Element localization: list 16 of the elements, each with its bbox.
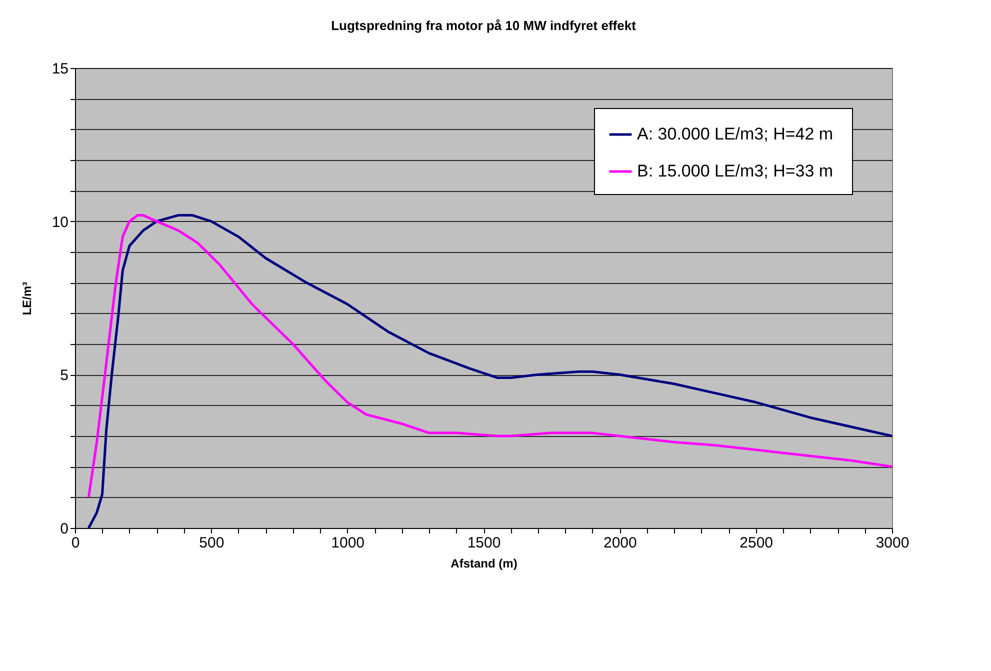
- y-tick-label: 10: [52, 214, 68, 231]
- y-tick-label: 15: [52, 60, 68, 78]
- legend-label: A: 30.000 LE/m3; H=42 m: [637, 124, 834, 144]
- x-tick-label: 3000: [876, 534, 910, 552]
- x-tick-label: 500: [199, 534, 224, 552]
- x-tick-label: 0: [71, 534, 80, 552]
- x-tick-label: 1000: [331, 534, 365, 552]
- x-tick-label: 1500: [467, 534, 501, 552]
- chart-title: Lugtspredning fra motor på 10 MW indfyret effekt: [331, 18, 637, 33]
- y-tick-label: 5: [60, 367, 68, 384]
- x-tick-label: 2000: [603, 534, 637, 552]
- legend-label: B: 15.000 LE/m3; H=33 m: [637, 162, 834, 180]
- y-axis-title: LE/m³: [20, 282, 34, 316]
- x-tick-label: 2500: [740, 534, 774, 552]
- y-tick-label: 0: [60, 520, 68, 538]
- x-axis-title: Afstand (m): [450, 556, 518, 570]
